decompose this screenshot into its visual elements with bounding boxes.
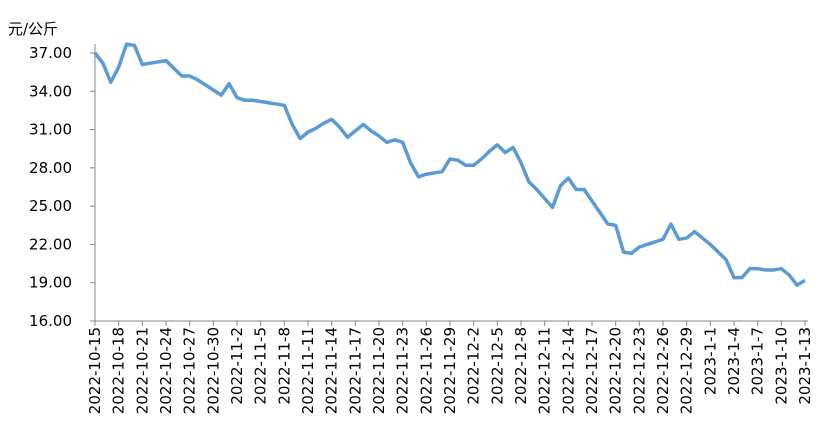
x-tick-label: 2022-12-26 — [654, 327, 672, 414]
x-tick-label: 2022-11-11 — [299, 327, 317, 414]
x-tick-label: 2022-12-29 — [678, 327, 696, 414]
y-tick-label: 34.00 — [29, 82, 72, 100]
x-tick-label: 2023-1-7 — [749, 327, 767, 395]
y-tick-label: 25.00 — [29, 197, 72, 215]
y-tick-label: 37.00 — [29, 44, 72, 62]
x-tick-label: 2022-10-15 — [86, 327, 104, 414]
x-tick-label: 2022-11-14 — [323, 327, 341, 414]
x-tick-label: 2022-12-17 — [583, 327, 601, 414]
x-tick-label: 2022-12-20 — [607, 327, 625, 414]
x-tick-label: 2022-10-24 — [157, 327, 175, 414]
x-tick-label: 2022-10-21 — [133, 327, 151, 414]
y-tick-label: 16.00 — [29, 312, 72, 330]
x-tick-label: 2022-10-18 — [110, 327, 128, 414]
x-tick-label: 2022-11-17 — [346, 327, 364, 414]
y-tick-label: 31.00 — [29, 121, 72, 139]
x-tick-label: 2023-1-4 — [725, 327, 743, 395]
x-tick-label: 2022-11-5 — [252, 327, 270, 405]
x-tick-label: 2022-11-2 — [228, 327, 246, 405]
y-axis-label: 元/公斤 — [8, 20, 58, 38]
x-tick-label: 2022-12-5 — [488, 327, 506, 405]
x-tick-label: 2022-10-27 — [181, 327, 199, 414]
x-tick-label: 2022-12-11 — [536, 327, 554, 414]
x-tick-label: 2022-11-20 — [370, 327, 388, 414]
x-tick-label: 2022-11-23 — [394, 327, 412, 414]
x-tick-label: 2022-12-23 — [630, 327, 648, 414]
x-tick-label: 2022-11-26 — [417, 327, 435, 414]
x-tick-label: 2022-12-8 — [512, 327, 530, 405]
y-tick-label: 19.00 — [29, 274, 72, 292]
x-tick-label: 2023-1-1 — [701, 327, 719, 395]
y-tick-label: 22.00 — [29, 235, 72, 253]
x-tick-label: 2022-11-29 — [441, 327, 459, 414]
x-tick-label: 2022-11-8 — [275, 327, 293, 405]
x-tick-label: 2023-1-10 — [772, 327, 790, 405]
y-tick-label: 28.00 — [29, 159, 72, 177]
x-tick-label: 2023-1-13 — [796, 327, 814, 405]
data-line — [93, 42, 806, 288]
x-tick-label: 2022-10-30 — [204, 327, 222, 414]
x-tick-label: 2022-12-14 — [559, 327, 577, 414]
x-tick-label: 2022-12-2 — [465, 327, 483, 405]
